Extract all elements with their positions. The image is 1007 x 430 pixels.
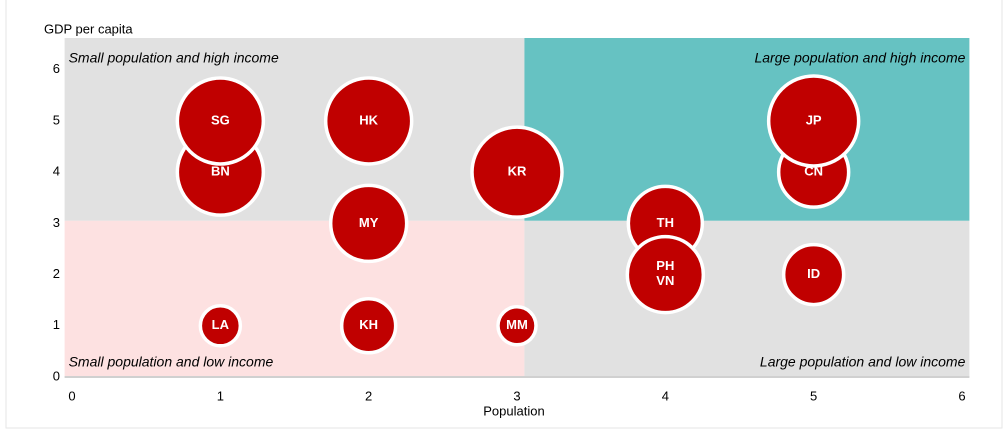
- quadrant: [64, 38, 525, 221]
- frame: [5, 0, 1003, 429]
- y-tick-label: 6: [53, 61, 60, 76]
- quadrant: [524, 220, 970, 377]
- bubble: [175, 76, 266, 166]
- y-tick-label: 0: [53, 368, 60, 383]
- bubble: [470, 125, 564, 219]
- x-tick-label: 1: [217, 388, 224, 403]
- bubble-label: KH: [359, 317, 378, 332]
- y-tick-label: 2: [53, 266, 60, 281]
- bubble-label: BN: [211, 164, 230, 179]
- y-tick-label: 4: [53, 164, 60, 179]
- bubble: [766, 74, 861, 168]
- quadrant-label: Small population and low income: [69, 354, 274, 370]
- bubble: [339, 297, 398, 355]
- x-tick-label: 4: [662, 388, 669, 403]
- bubble-label: SG: [211, 112, 230, 127]
- bubble: [496, 305, 538, 347]
- x-tick-label: 0: [68, 388, 75, 403]
- bubble-label: MM: [506, 317, 528, 332]
- bubble-label: MY: [359, 215, 379, 230]
- y-tick-label: 5: [53, 112, 60, 127]
- bubble: [781, 242, 846, 307]
- bubble-label: ID: [807, 266, 820, 281]
- bubble-label-line: VN: [656, 274, 674, 289]
- x-tick-label: 3: [513, 388, 520, 403]
- bubble-label: PH VN: [656, 259, 674, 289]
- x-tick-label: 6: [958, 388, 965, 403]
- quadrant: [524, 38, 970, 221]
- bubble: [323, 76, 414, 166]
- bubble-label-line: PH: [656, 259, 674, 274]
- x-tick-label: 2: [365, 388, 372, 403]
- bubble: [198, 304, 243, 348]
- quadrant: [64, 220, 525, 377]
- quadrant-label: Large population and high income: [754, 50, 965, 66]
- quadrant-label: Large population and low income: [760, 354, 966, 370]
- bubble: [328, 183, 409, 264]
- bubble-label: HK: [359, 112, 378, 127]
- quadrant-label: Small population and high income: [69, 50, 279, 66]
- y-axis-label: GDP per capita: [44, 21, 133, 36]
- y-tick-label: 1: [53, 317, 60, 332]
- y-tick-label: 3: [53, 215, 60, 230]
- bubble-label: TH: [657, 215, 674, 230]
- bubble-label: KR: [508, 164, 527, 179]
- bubble-label: LA: [212, 317, 230, 332]
- bubble-label: JP: [806, 112, 822, 127]
- x-tick-label: 5: [810, 388, 817, 403]
- x-axis-label: Population: [483, 403, 544, 418]
- bubble: [625, 234, 706, 315]
